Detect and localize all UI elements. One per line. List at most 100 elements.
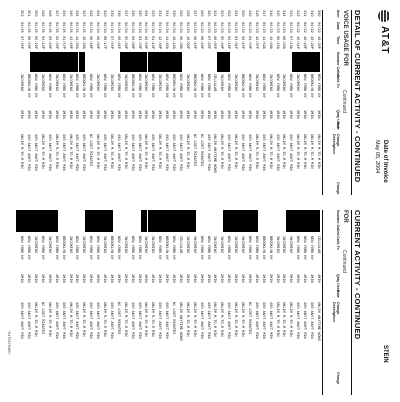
- detail-cell-qnty: 1MIN: [233, 110, 238, 119]
- detail-cell-time: 09:48P: [88, 36, 93, 49]
- current-activity-cell-desc: 400 ANYT ANYT MIN: [26, 302, 31, 339]
- current-activity-cell-desc: UNLIM M-TO-M MIN: [33, 302, 38, 337]
- current-activity-row: NEW YORK NY 1MIN 400 ANYT ANYT MIN: [204, 210, 210, 395]
- current-activity-row: NEW YORK NY 1MIN 400 ANYT ANYT MIN: [25, 210, 31, 395]
- current-activity-cell-calls_to: INCOMING: [102, 236, 107, 254]
- current-activity-row: INCOMING 1MIN UNLIM M-TO-M MIN: [239, 210, 244, 395]
- detail-cell-desc: 400 ANYT ANYT MIN: [226, 134, 231, 171]
- current-activity-row: CELLULAR 1MIN UNLIM ANYTIME NONO: [314, 210, 320, 395]
- detail-cell-item: 336: [129, 10, 134, 17]
- detail-cell-qnty: 1MIN: [171, 110, 176, 119]
- detail-cell-date: 04/25: [26, 22, 31, 33]
- redaction-bar: [50, 52, 58, 72]
- redaction-bar: [223, 210, 231, 232]
- detail-cell-time: 12:30P: [157, 36, 162, 49]
- current-activity-cell-calls_to: NEW YORK NY: [247, 236, 251, 260]
- detail-cell-qnty: 1MIN: [191, 110, 196, 119]
- current-activity-row: NEW YORK NY 2MIN 400 ANYT ANYT MIN: [18, 210, 23, 395]
- detail-cell-time: 07:35P: [19, 36, 24, 49]
- current-activity-rule: [351, 210, 352, 395]
- current-activity-cell-desc: UNLIM M-TO-M MIN: [233, 302, 238, 337]
- detail-cell-item: 347: [53, 10, 58, 17]
- detail-cell-desc: UNLIM M-TO-M MIN: [316, 134, 320, 169]
- current-activity-cell-desc: UNLIM M-TO-M MIN: [81, 302, 86, 337]
- detail-cell-date: 04/23: [233, 22, 238, 33]
- current-activity-cell-desc: UNLIM M-TO-M MIN: [150, 302, 155, 337]
- current-activity-cell-qnty: 1MIN: [109, 274, 113, 283]
- current-activity-cell-qnty: 1MIN: [205, 274, 210, 283]
- detail-cell-date: 04/23: [281, 22, 286, 33]
- detail-cell-desc: 400 ANYT ANYT MIN: [60, 134, 65, 171]
- current-activity-cell-calls_to: CELLULAR: [178, 236, 182, 254]
- detail-cell-qnty: 1MIN: [60, 110, 65, 119]
- detail-cell-calls_to: INCOMING: [295, 74, 300, 92]
- redaction-bar: [37, 52, 44, 72]
- detail-row: 332 04/24 12:30P INCOMING 1MIN UNLIM M-TO-M M…: [156, 10, 162, 195]
- detail-cell-calls_to: NEW YORK NY: [316, 74, 320, 98]
- redaction-bar: [216, 52, 224, 72]
- detail-cell-date: 04/23: [198, 22, 203, 33]
- detail-cell-time: 01:14P: [150, 36, 155, 49]
- detail-cell-time: 07:13A: [288, 36, 293, 49]
- detail-cell-time: 11:45A: [164, 36, 169, 49]
- detail-cell-item: 344: [74, 10, 79, 17]
- current-activity-cell-desc: 400 ANYT ANYT MIN: [88, 302, 93, 339]
- redaction-bar: [119, 52, 127, 72]
- detail-cell-item: 325: [205, 10, 210, 17]
- redaction-bar: [313, 52, 320, 72]
- detail-cell-calls_to: INCOMING: [19, 74, 24, 92]
- redaction-bar: [92, 210, 100, 232]
- detail-cell-desc: UNLIM M-TO-M MIN: [157, 134, 162, 169]
- current-activity-cell-calls_to: NEW YORK NY: [309, 236, 314, 260]
- detail-row: 330 04/24 10:12A BROOKLYN NY 1MIN 400 ANYT AN…: [170, 10, 176, 195]
- current-activity-cell-calls_to: NEW YORK NY: [226, 236, 231, 260]
- detail-cell-calls_to: INCOMING: [122, 74, 127, 92]
- redaction-bar: [140, 210, 148, 232]
- detail-cell-desc: UNLIM M-TO-M MIN: [95, 134, 100, 169]
- current-activity-row: NEW YORK NY 1MIN NC LOST MINUTES: [38, 210, 44, 395]
- detail-cell-desc: UNLIM M-TO-M MIN: [309, 134, 314, 169]
- detail-cell-date: 04/25: [81, 22, 86, 33]
- current-activity-cell-desc: UNLIM ANYTIME NONO: [316, 302, 320, 341]
- current-activity-cell-qnty: 1MIN: [157, 274, 162, 283]
- detail-row: 352 04/25 07:35P INCOMING 2MIN UNLIM M-TO-M M…: [18, 10, 24, 195]
- current-activity-cell-qnty: 1MIN: [260, 274, 265, 283]
- detail-cell-time: 11:52A: [260, 36, 265, 49]
- current-activity-cell-calls_to: INCOMING: [122, 236, 127, 254]
- detail-cell-calls_to: BROOKLYN NY: [81, 74, 86, 98]
- current-activity-cell-qnty: 1MIN: [46, 274, 51, 283]
- current-activity-cell-desc: UNLIM M-TO-M MIN: [281, 302, 286, 337]
- detail-cell-calls_to: NEW YORK NY: [46, 74, 51, 98]
- detail-row: 313 04/23 07:13A NEW YORK NY 1MIN 400 ANYT AN…: [287, 10, 293, 195]
- detail-cell-item: 310: [309, 10, 314, 17]
- detail-cell-date: 04/25: [40, 22, 44, 33]
- detail-cell-item: 322: [226, 10, 231, 17]
- detail-cell-item: 349: [40, 10, 44, 17]
- detail-cell-calls_to: INCOMING: [95, 74, 100, 92]
- current-activity-row: NEW YORK NY 1MIN 400 ANYT ANYT MIN: [94, 210, 99, 395]
- current-activity-cell-desc: 400 ANYT ANYT MIN: [129, 302, 134, 339]
- detail-cell-item: 314: [281, 10, 286, 17]
- detail-cell-time: 03:33P: [136, 36, 141, 49]
- current-activity-row: NEW YORK NY 1MIN 400 ANYT ANYT MIN: [135, 210, 141, 395]
- detail-cell-item: 321: [233, 10, 238, 17]
- detail-cell-time: 10:12A: [171, 36, 176, 49]
- current-activity-cell-calls_to: BROOKLYN NY: [260, 236, 265, 260]
- redaction-bar: [64, 52, 72, 72]
- detail-cell-desc: UNLIM M-TO-M MIN: [53, 134, 58, 169]
- detail-cell-qnty: 2MIN: [95, 110, 100, 119]
- invoice-date-label: Date of Invoice: [382, 140, 388, 183]
- detail-row: 326 04/23 08:46P NEW YORK NY 2MIN NC LOST MIN…: [197, 10, 203, 195]
- current-activity-cell-qnty: 1MIN: [81, 274, 86, 283]
- current-activity-cell-calls_to: INCOMING: [81, 236, 86, 254]
- detail-cell-qnty: 1MIN: [33, 110, 38, 119]
- customer-name-fragment: STEIN: [382, 345, 388, 363]
- current-activity-cell-qnty: 1MIN: [74, 274, 79, 283]
- detail-cell-date: 04/24: [157, 22, 162, 33]
- current-activity-cell-desc: UNLIM M-TO-M MIN: [212, 302, 217, 337]
- detail-cell-desc: 400 ANYT ANYT MIN: [136, 134, 141, 171]
- detail-row: 322 04/23 04:18P NEW YORK NY 1MIN 400 ANYT AN…: [225, 10, 231, 195]
- current-activity-cell-qnty: 1MIN: [40, 274, 44, 283]
- current-activity-cell-desc: UNLIM M-TO-M MIN: [288, 302, 293, 337]
